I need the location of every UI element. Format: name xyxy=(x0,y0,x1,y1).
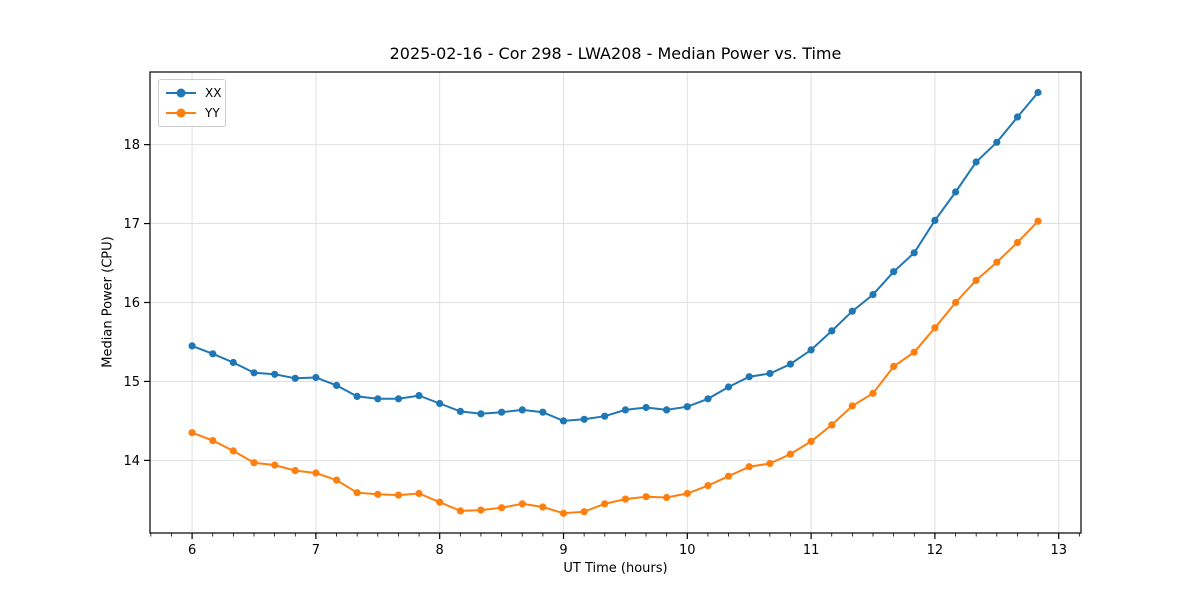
legend-item-xx: XX xyxy=(165,84,221,102)
legend: XX YY xyxy=(158,79,226,127)
legend-line-sample-yy xyxy=(166,108,196,118)
svg-text:10: 10 xyxy=(679,543,696,558)
svg-text:18: 18 xyxy=(123,138,140,153)
legend-line-sample-xx xyxy=(166,88,196,98)
svg-text:17: 17 xyxy=(123,217,140,232)
legend-label-yy: YY xyxy=(205,106,220,120)
x-axis-ticks: 6 7 8 9 10 11 12 13 xyxy=(150,533,1080,558)
svg-text:7: 7 xyxy=(312,543,320,558)
y-axis-ticks: 14 15 16 17 18 xyxy=(123,138,150,469)
svg-text:11: 11 xyxy=(803,543,820,558)
series-yy xyxy=(188,217,1042,517)
svg-text:9: 9 xyxy=(559,543,567,558)
series-xx xyxy=(188,88,1042,425)
y-axis-label: Median Power (CPU) xyxy=(100,236,116,368)
chart-title: 2025-02-16 - Cor 298 - LWA208 - Median P… xyxy=(389,44,842,63)
x-axis-label: UT Time (hours) xyxy=(563,561,668,576)
grid-lines xyxy=(150,72,1081,533)
legend-label-xx: XX xyxy=(205,86,222,100)
svg-text:13: 13 xyxy=(1050,543,1067,558)
svg-text:16: 16 xyxy=(123,296,140,311)
legend-item-yy: YY xyxy=(165,104,220,122)
svg-text:8: 8 xyxy=(436,543,444,558)
svg-text:12: 12 xyxy=(927,543,944,558)
svg-text:6: 6 xyxy=(188,543,196,558)
svg-text:15: 15 xyxy=(123,375,140,390)
svg-text:14: 14 xyxy=(123,454,140,469)
